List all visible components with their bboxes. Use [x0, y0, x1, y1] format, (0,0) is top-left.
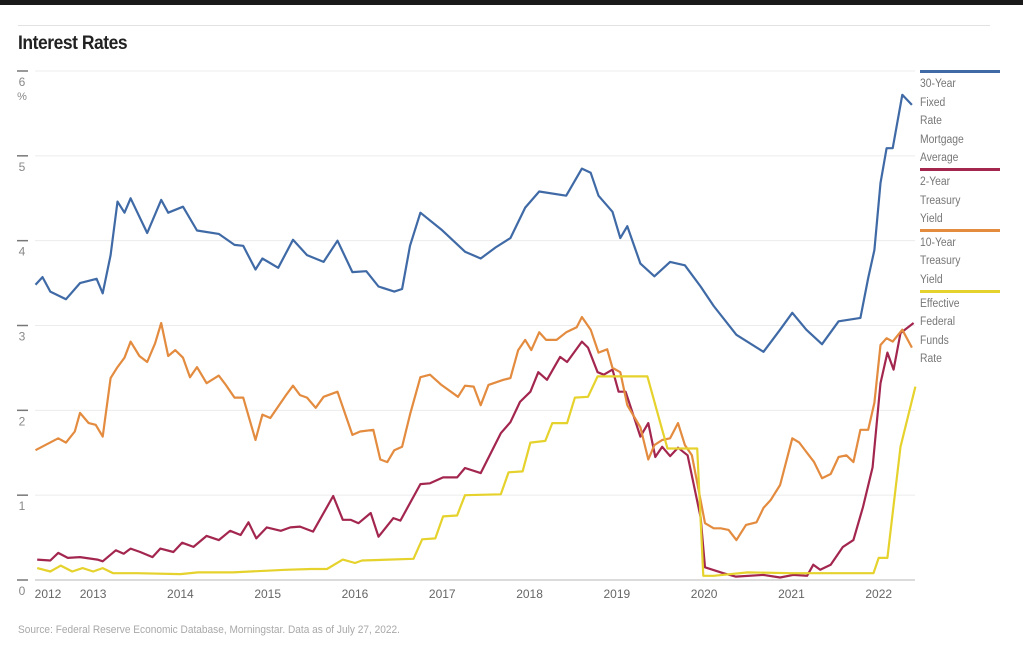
legend-swatch: [920, 228, 1000, 232]
legend-item: 10-Year Treasury Yield: [920, 228, 1000, 290]
legend-swatch: [920, 70, 1000, 73]
series-line-2-year-treasury-yield: [37, 322, 915, 579]
source-note: Source: Federal Reserve Economic Databas…: [18, 624, 400, 636]
series-line-30-year-fixed-rate-mortgage-average: [34, 93, 913, 353]
y-tick-label: 3: [19, 330, 26, 344]
legend-item: Effective Federal Funds Rate: [920, 289, 1000, 369]
legend-swatch: [920, 289, 1000, 293]
legend-label: 2-Year Treasury Yield: [920, 175, 961, 226]
x-tick-label: 2018: [516, 587, 543, 601]
title-divider: [18, 25, 990, 26]
y-tick-label: 6: [19, 75, 26, 89]
y-tick-label: 2: [19, 414, 26, 428]
x-tick-label: 2013: [80, 587, 107, 601]
x-tick-label: 2014: [167, 587, 194, 601]
legend-label: Effective Federal Funds Rate: [920, 297, 960, 366]
legend-item: 30-Year Fixed Rate Mortgage Average: [920, 70, 1000, 168]
legend-label: 10-Year Treasury Yield: [920, 236, 961, 286]
series-line-effective-federal-funds-rate: [36, 375, 917, 577]
x-tick-label: 2017: [429, 587, 456, 601]
legend-swatch: [920, 167, 1000, 171]
series-line-10-year-treasury-yield: [34, 315, 913, 542]
y-tick-label: 1: [19, 499, 26, 513]
chart-title: Interest Rates: [18, 33, 128, 54]
y-tick-label: 4: [19, 245, 26, 259]
x-tick-label: 2020: [691, 587, 718, 601]
x-tick-label: 2022: [865, 587, 892, 601]
x-tick-label: 2012: [35, 587, 62, 601]
x-tick-label: 2019: [603, 587, 630, 601]
y-axis-unit: %: [17, 91, 27, 103]
y-tick-label: 0: [19, 584, 26, 598]
x-tick-label: 2015: [254, 587, 281, 601]
top-bar: [0, 0, 1023, 5]
legend-item: 2-Year Treasury Yield: [920, 167, 1000, 229]
x-tick-label: 2021: [778, 587, 805, 601]
y-tick-label: 5: [19, 160, 26, 174]
legend-label: 30-Year Fixed Rate Mortgage Average: [920, 78, 964, 165]
x-tick-label: 2016: [342, 587, 369, 601]
legend: 30-Year Fixed Rate Mortgage Average 2-Yea…: [920, 70, 1000, 369]
